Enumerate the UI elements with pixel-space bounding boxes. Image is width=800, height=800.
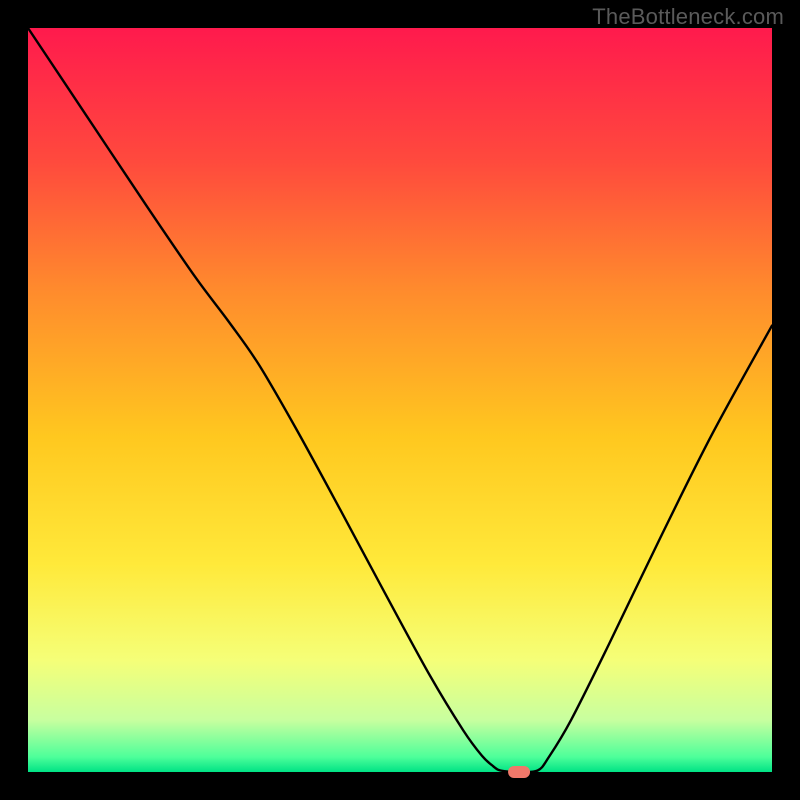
bottleneck-curve-chart — [0, 0, 800, 800]
optimal-point-marker — [508, 766, 530, 778]
chart-frame: TheBottleneck.com — [0, 0, 800, 800]
plot-background — [28, 28, 772, 772]
chart-svg — [0, 0, 800, 800]
watermark-label: TheBottleneck.com — [592, 4, 784, 30]
